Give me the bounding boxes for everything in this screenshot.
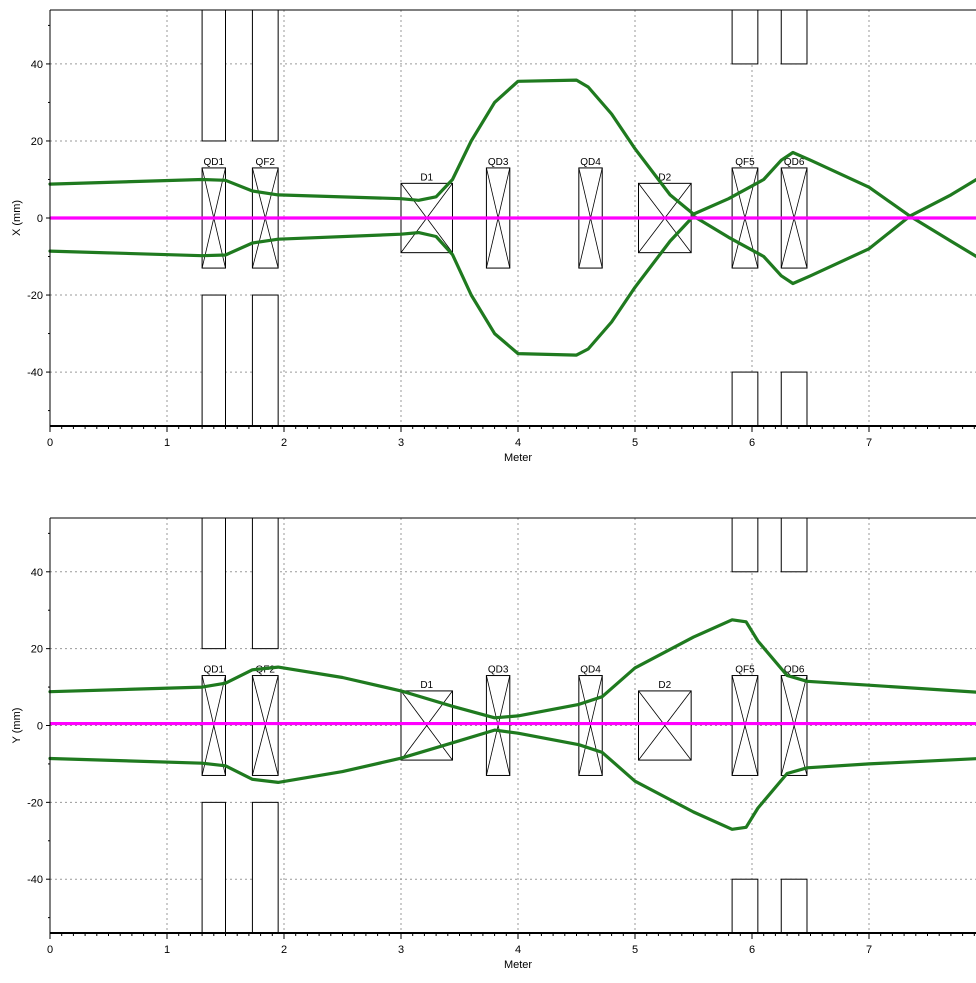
- aperture-upper: [731, 517, 759, 573]
- element-d1: D1: [400, 172, 453, 254]
- element-label: D1: [420, 172, 433, 183]
- element-cross: [201, 675, 226, 776]
- aperture-upper: [731, 9, 759, 65]
- element-d2: D2: [638, 680, 692, 761]
- envelope-lower-line: [48, 177, 976, 357]
- element-qf2: QF2: [251, 157, 279, 269]
- element-label: QF2: [256, 157, 276, 168]
- y-axis-label: X (mm): [11, 200, 23, 236]
- element-label: QF5: [735, 665, 755, 676]
- element-label: QD3: [488, 665, 509, 676]
- aperture-upper: [251, 9, 279, 142]
- element-qd6: QD6: [780, 157, 808, 269]
- aperture-lower: [201, 294, 227, 427]
- envelope-lower-line: [48, 728, 976, 831]
- x-tick-label: 6: [749, 437, 755, 449]
- element-cross: [638, 690, 692, 761]
- y-tick-label: 20: [31, 644, 43, 656]
- x-axis-label: Meter: [504, 452, 532, 464]
- aperture-lower: [731, 878, 759, 934]
- element-label: D1: [420, 680, 433, 691]
- element-qd4: QD4: [578, 157, 603, 269]
- aperture-lower: [731, 371, 759, 427]
- element-qd3: QD3: [485, 665, 511, 776]
- aperture-upper: [780, 9, 808, 65]
- x-tick-label: 0: [47, 437, 53, 449]
- x-tick-label: 3: [398, 944, 404, 956]
- y-axis-label: Y (mm): [11, 708, 23, 744]
- element-label: QF5: [735, 157, 755, 168]
- element-qd6: QD6: [780, 665, 808, 776]
- x-tick-label: 1: [164, 437, 170, 449]
- element-cross: [252, 675, 279, 776]
- x-plane-panel: QD1 QF2 D1 QD3 QD4 D2 QF5 QD6 0 1 2 3 4 5 6 7 40 20 0 -20 -4…: [11, 9, 976, 464]
- aperture-upper: [201, 517, 227, 650]
- element-label: QD4: [580, 665, 601, 676]
- element-label: D2: [658, 172, 671, 183]
- element-qd3: QD3: [485, 157, 511, 269]
- x-tick-label: 7: [866, 944, 872, 956]
- aperture-lower: [201, 801, 227, 934]
- x-tick-label: 3: [398, 437, 404, 449]
- x-tick-label: 5: [632, 437, 638, 449]
- element-d2: D2: [638, 172, 692, 254]
- element-label: QD3: [488, 157, 509, 168]
- aperture-upper: [780, 517, 808, 573]
- element-label: QD1: [204, 157, 225, 168]
- aperture-upper: [251, 517, 279, 650]
- x-tick-label: 7: [866, 437, 872, 449]
- x-tick-label: 4: [515, 437, 521, 449]
- element-qf5: QF5: [731, 665, 759, 776]
- y-tick-label: 20: [31, 136, 43, 148]
- aperture-lower: [780, 371, 808, 427]
- x-tick-label: 1: [164, 944, 170, 956]
- y-tick-label: -40: [27, 367, 43, 379]
- element-label: QD6: [784, 665, 805, 676]
- y-tick-label: 0: [37, 721, 43, 733]
- x-tick-label: 2: [281, 944, 287, 956]
- y-tick-label: -20: [27, 290, 43, 302]
- envelope-upper-line: [48, 618, 976, 720]
- x-axis-label: Meter: [504, 959, 532, 971]
- element-cross: [731, 675, 759, 776]
- element-qd4: QD4: [578, 665, 603, 776]
- x-tick-label: 6: [749, 944, 755, 956]
- y-tick-label: 40: [31, 59, 43, 71]
- y-tick-label: -40: [27, 874, 43, 886]
- y-plane-panel: QD1 QF2 D1 QD3 QD4 D2 QF5 QD6 0 1 2 3 4 5 6 7 40 20 0 -20 -4…: [11, 517, 976, 971]
- x-tick-label: 2: [281, 437, 287, 449]
- element-label: QD6: [784, 157, 805, 168]
- element-label: QD1: [204, 665, 225, 676]
- x-tick-label: 5: [632, 944, 638, 956]
- aperture-lower: [780, 878, 808, 934]
- envelope-upper-line: [48, 78, 976, 259]
- element-cross: [780, 675, 808, 776]
- element-label: D2: [658, 680, 671, 691]
- y-tick-label: 0: [37, 213, 43, 225]
- aperture-lower: [251, 294, 279, 427]
- aperture-lower: [251, 801, 279, 934]
- element-qf2: QF2: [251, 665, 279, 776]
- element-label: QF2: [256, 665, 276, 676]
- x-tick-label: 4: [515, 944, 521, 956]
- y-tick-label: 40: [31, 567, 43, 579]
- element-qd1: QD1: [201, 665, 227, 776]
- element-label: QD4: [580, 157, 601, 168]
- element-qd1: QD1: [201, 157, 227, 269]
- element-cross: [578, 675, 603, 776]
- aperture-upper: [201, 9, 227, 142]
- element-cross: [486, 675, 511, 776]
- x-tick-label: 0: [47, 944, 53, 956]
- y-tick-label: -20: [27, 797, 43, 809]
